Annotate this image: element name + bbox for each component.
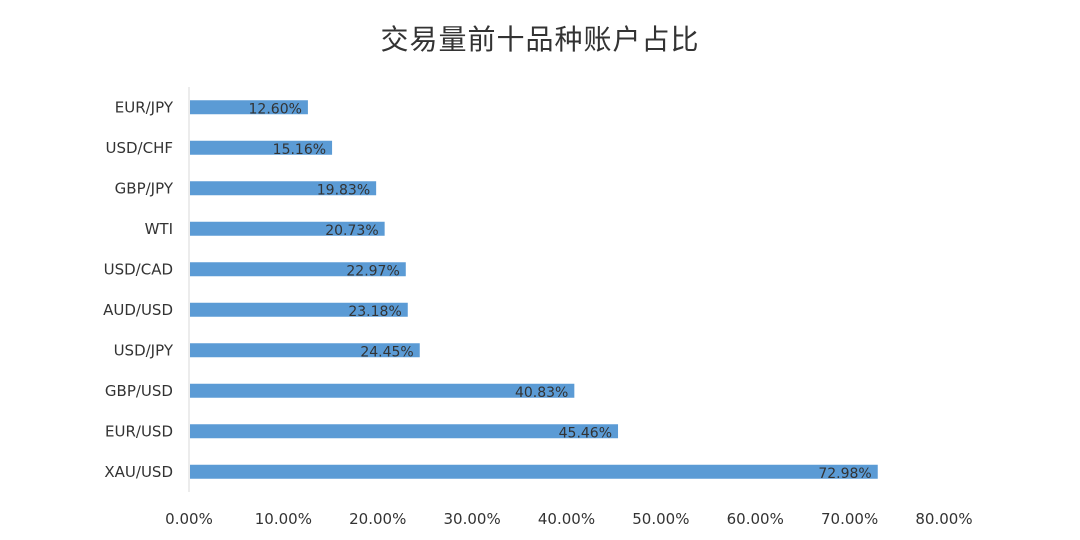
x-tick-label: 40.00%: [538, 510, 595, 528]
category-label: AUD/USD: [103, 301, 173, 319]
chart-title: 交易量前十品种账户占比: [380, 23, 700, 56]
category-label: WTI: [145, 220, 173, 238]
x-tick-label: 20.00%: [349, 510, 406, 528]
labels-layer: EUR/JPY 12.60% USD/CHF 15.16% GBP/JPY 19.83% W…: [103, 98, 973, 528]
bar-usd-chf: [190, 140, 333, 155]
data-label: 19.83%: [317, 182, 370, 198]
bar-eur-usd: [190, 424, 619, 439]
bars-layer: [190, 100, 878, 479]
data-label: 12.60%: [249, 101, 302, 117]
bar-xau-usd: [190, 464, 878, 479]
x-tick-label: 50.00%: [632, 510, 689, 528]
data-label: 40.83%: [515, 385, 568, 401]
bar-usd-cad: [190, 262, 406, 277]
category-label: USD/JPY: [114, 341, 174, 359]
category-label: XAU/USD: [104, 463, 173, 481]
data-label: 23.18%: [348, 304, 401, 320]
data-label: 15.16%: [273, 142, 326, 158]
bar-eur-jpy: [190, 100, 308, 115]
data-label: 45.46%: [559, 425, 612, 441]
category-label: GBP/USD: [105, 382, 173, 400]
bar-aud-usd: [190, 302, 408, 317]
x-tick-label: 30.00%: [444, 510, 501, 528]
category-label: USD/CAD: [104, 260, 173, 278]
bar-gbp-jpy: [190, 181, 377, 196]
data-label: 20.73%: [325, 223, 378, 239]
data-label: 22.97%: [346, 263, 399, 279]
bar-wti: [190, 221, 385, 236]
x-tick-label: 60.00%: [727, 510, 784, 528]
category-label: EUR/JPY: [115, 98, 174, 116]
x-tick-label: 70.00%: [821, 510, 878, 528]
category-label: USD/CHF: [106, 139, 174, 157]
data-label: 72.98%: [818, 466, 871, 482]
x-tick-label: 10.00%: [255, 510, 312, 528]
bar-usd-jpy: [190, 343, 420, 358]
data-label: 24.45%: [360, 344, 413, 360]
x-tick-label: 80.00%: [915, 510, 972, 528]
bar-gbp-usd: [190, 383, 575, 398]
category-label: GBP/JPY: [115, 179, 174, 197]
category-label: EUR/USD: [105, 422, 173, 440]
x-tick-label: 0.00%: [165, 510, 213, 528]
